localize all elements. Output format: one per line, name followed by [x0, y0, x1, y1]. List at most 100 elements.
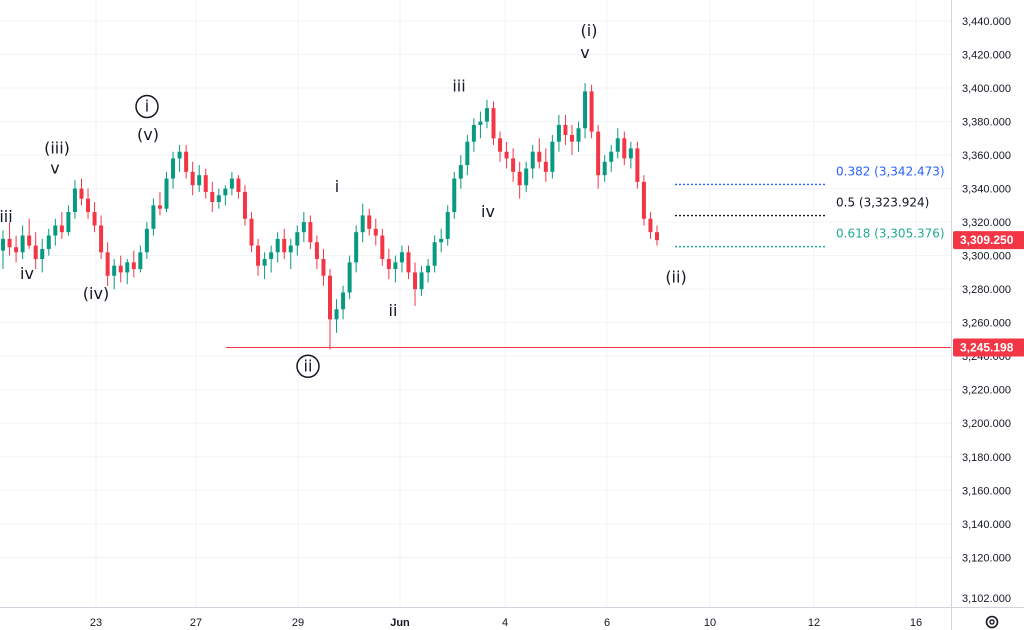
wave-text: iv — [481, 202, 495, 221]
candle-body — [406, 252, 411, 273]
candle-body — [59, 225, 64, 233]
candle-body — [386, 258, 391, 270]
candle-body — [524, 168, 529, 186]
candle-body — [367, 215, 372, 229]
fib-levels-layer[interactable]: 0.382 (3,342.473) 0.5 (3,323.924) 0.618 (3… — [675, 164, 945, 248]
candle — [20, 225, 25, 259]
candle-body — [602, 161, 607, 176]
candle-body — [537, 151, 542, 162]
candle — [504, 141, 509, 169]
candle-body — [622, 138, 627, 159]
wave-label: iii — [452, 76, 465, 95]
y-tick-label: 3,380.000 — [962, 117, 1011, 129]
candle-body — [491, 108, 496, 139]
candle-body — [99, 225, 104, 253]
candle — [1, 230, 5, 270]
candle-body — [628, 148, 633, 159]
candle-body — [210, 191, 215, 203]
candle — [53, 218, 58, 246]
candle-body — [373, 228, 378, 236]
candle — [112, 258, 117, 290]
candle-body — [86, 198, 91, 213]
candle — [609, 145, 614, 172]
candle-body — [648, 218, 653, 233]
settings-button[interactable] — [985, 615, 999, 629]
wave-label: iv — [481, 202, 495, 221]
candle — [7, 222, 12, 256]
candle — [249, 212, 254, 253]
candle — [86, 188, 91, 219]
candle — [399, 245, 404, 273]
candle-body — [314, 242, 319, 259]
candle — [27, 218, 32, 249]
wave-text: iv — [20, 264, 34, 283]
candle-body — [288, 245, 293, 253]
candle — [144, 222, 149, 259]
candle-body — [301, 222, 306, 233]
candle — [99, 215, 104, 259]
candle-body — [550, 141, 555, 172]
candle — [282, 228, 287, 259]
candle — [66, 205, 71, 236]
candle-body — [33, 245, 38, 259]
candle — [517, 161, 522, 199]
candle-body — [295, 232, 300, 246]
wave-circle — [135, 94, 159, 119]
candle — [210, 181, 215, 213]
candle-body — [426, 265, 431, 273]
wave-label: (iv) — [83, 284, 109, 303]
candle-body — [354, 232, 359, 263]
price-tags-layer: 3,309.250 3,245.198 — [953, 231, 1024, 357]
candle — [229, 171, 234, 196]
candle — [301, 212, 306, 243]
candle — [537, 138, 542, 169]
wave-circle — [296, 354, 320, 379]
candle — [203, 168, 208, 199]
candle — [341, 285, 346, 320]
x-tick-label: 12 — [808, 617, 820, 629]
candle-body — [14, 247, 19, 253]
wave-label: i — [135, 94, 159, 119]
candle — [589, 84, 594, 139]
candle-body — [177, 151, 182, 159]
candle-body — [203, 175, 208, 192]
wave-label: (v) — [137, 125, 159, 144]
candle-body — [249, 218, 254, 246]
wave-text: (v) — [137, 125, 159, 144]
candle — [308, 215, 313, 249]
candle — [511, 148, 516, 182]
candle-body — [131, 262, 136, 270]
candle — [576, 121, 581, 152]
fib-label-0.618: 0.618 (3,305.376) — [836, 227, 945, 241]
candle-body — [563, 124, 568, 135]
wave-text: v — [580, 43, 589, 62]
candle-body — [184, 151, 189, 172]
candle-body — [256, 245, 261, 266]
candle — [256, 238, 261, 276]
candle-body — [576, 128, 581, 142]
price-tag: 3,309.250 — [953, 231, 1024, 250]
candle-body — [517, 171, 522, 186]
wave-text: i — [335, 177, 339, 196]
candle-body — [144, 228, 149, 253]
candle — [583, 83, 588, 139]
candle — [386, 248, 391, 280]
candle — [491, 101, 496, 146]
candle-body — [530, 151, 535, 169]
candle — [46, 228, 51, 256]
candle — [641, 175, 646, 226]
gear-icon — [985, 615, 999, 629]
candle — [118, 255, 123, 283]
candle — [648, 212, 653, 239]
candle — [92, 202, 97, 233]
candle-body — [419, 272, 424, 290]
candle — [406, 245, 411, 280]
candle — [556, 114, 561, 152]
candle — [288, 238, 293, 270]
y-tick-label: 3,180.000 — [962, 452, 1011, 464]
x-tick-label: 6 — [604, 617, 610, 629]
candle — [445, 205, 450, 246]
candle-body — [72, 188, 77, 213]
candle — [458, 155, 463, 189]
